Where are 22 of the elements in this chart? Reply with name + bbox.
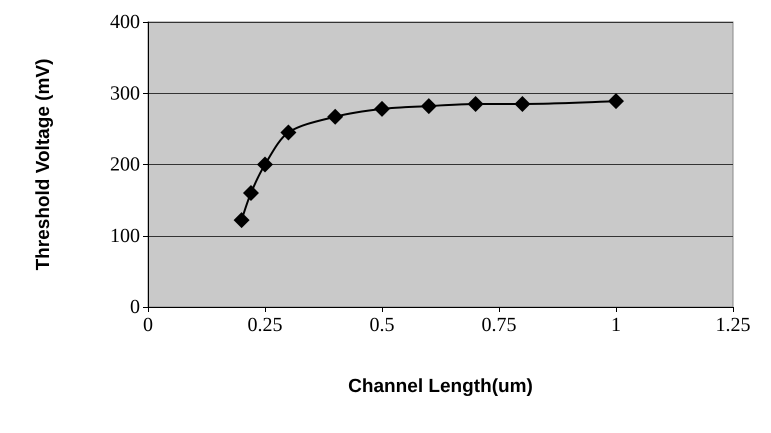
y-tick-label: 0 xyxy=(130,296,140,318)
point xyxy=(514,96,530,112)
y-axis-title: Threshold Voltage (mV) xyxy=(33,58,54,270)
y-tick-label: 300 xyxy=(110,82,140,104)
x-tick-label: 1 xyxy=(611,314,621,336)
x-axis-title: Channel Length(um) xyxy=(348,376,533,397)
point xyxy=(327,108,344,125)
point xyxy=(420,98,437,114)
point xyxy=(234,212,250,228)
y-tick-label: 100 xyxy=(110,224,140,247)
x-tick-label: 0.5 xyxy=(370,314,394,336)
y-tick-label: 400 xyxy=(110,11,140,33)
point xyxy=(242,185,259,201)
y-tick-label: 200 xyxy=(110,154,140,176)
point xyxy=(280,124,296,140)
point xyxy=(257,156,273,172)
x-tick-label: 1.25 xyxy=(716,314,750,336)
x-tick-label: 0.75 xyxy=(482,314,516,336)
x-tick-label: 0.25 xyxy=(248,314,282,336)
point xyxy=(468,96,484,112)
point xyxy=(608,93,624,110)
point xyxy=(374,100,390,117)
